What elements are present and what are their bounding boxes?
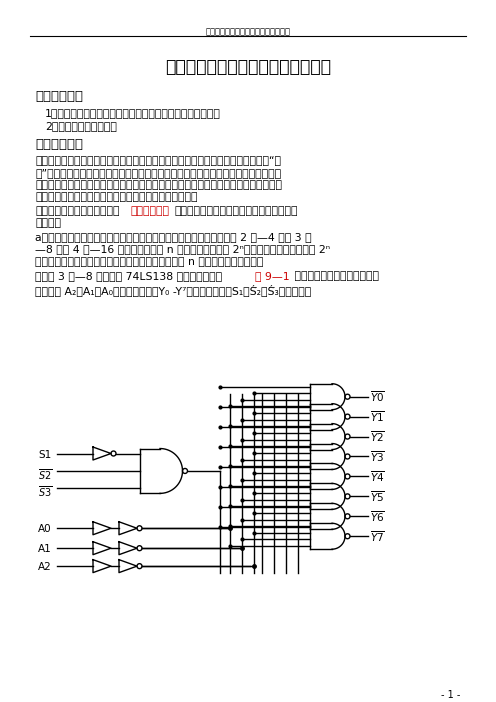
Text: 其中 A₂、A₁、A₀为地址输入端，Y₀ -Y⁷为译码输出端，S₁、Ś̅₂、Ś̅₃为使能端。: 其中 A₂、A₁、A₀为地址输入端，Y₀ -Y⁷为译码输出端，S₁、Ś̅₂、Ś̅… bbox=[35, 284, 311, 296]
Text: $\overline{Y6}$: $\overline{Y6}$ bbox=[370, 509, 385, 524]
Text: a．变量译码器（又称二进制译码器），用以表示输入变量的状态，如 2 线—4 线、 3 线: a．变量译码器（又称二进制译码器），用以表示输入变量的状态，如 2 线—4 线、… bbox=[35, 232, 311, 242]
Text: - 1 -: - 1 - bbox=[440, 690, 460, 700]
Text: A0: A0 bbox=[38, 524, 52, 534]
Text: 译码器可分为通用译码器: 译码器可分为通用译码器 bbox=[35, 206, 120, 216]
Text: 安徽建筑工业学院计算机与信息工程系: 安徽建筑工业学院计算机与信息工程系 bbox=[205, 27, 291, 36]
Text: —8 线和 4 线—16 线译码器。若有 n 个输入变量，则有 2ⁿ个不同的组合状态，就有 2ⁿ: —8 线和 4 线—16 线译码器。若有 n 个输入变量，则有 2ⁿ个不同的组合… bbox=[35, 244, 330, 254]
Text: $\overline{S2}$: $\overline{S2}$ bbox=[38, 468, 53, 482]
Text: $\overline{S3}$: $\overline{S3}$ bbox=[38, 484, 53, 499]
Text: A1: A1 bbox=[38, 544, 52, 554]
Text: $\overline{Y5}$: $\overline{Y5}$ bbox=[370, 489, 385, 504]
Text: 两大类。前者又分为变量译码器和代码变换: 两大类。前者又分为变量译码器和代码变换 bbox=[174, 206, 298, 216]
Text: $\overline{Y4}$: $\overline{Y4}$ bbox=[370, 469, 385, 484]
Text: S1: S1 bbox=[38, 449, 51, 460]
Text: 2．熟悉数码管的使用。: 2．熟悉数码管的使用。 bbox=[45, 121, 117, 131]
Text: 实验二　　译码器、编码器及其应用: 实验二 译码器、编码器及其应用 bbox=[165, 58, 331, 76]
Text: 广泛的用途，不仅用于代码的转换、终端的数字显示，还用于数据分配、存贮器寻址和: 广泛的用途，不仅用于代码的转换、终端的数字显示，还用于数据分配、存贮器寻址和 bbox=[35, 180, 282, 190]
Text: 译码器。: 译码器。 bbox=[35, 218, 61, 228]
Text: $\overline{Y7}$: $\overline{Y7}$ bbox=[370, 529, 385, 543]
Text: $\overline{Y2}$: $\overline{Y2}$ bbox=[370, 429, 385, 444]
Text: 译”，变成相应的状态，使输出通道中相应的一路有信号输出。译码器在数字系统中有: 译”，变成相应的状态，使输出通道中相应的一路有信号输出。译码器在数字系统中有 bbox=[35, 168, 281, 178]
Text: 组合控制信号等，不同的功能可选用不同种类的译码器。: 组合控制信号等，不同的功能可选用不同种类的译码器。 bbox=[35, 192, 197, 202]
Text: 图 9—1: 图 9—1 bbox=[255, 271, 289, 281]
Text: 以 3 线—8 线译码器 74LS138 为例进行分析，: 以 3 线—8 线译码器 74LS138 为例进行分析， bbox=[35, 271, 222, 281]
Text: A2: A2 bbox=[38, 562, 52, 572]
Text: 分别为其逻辑图及引脚排列。: 分别为其逻辑图及引脚排列。 bbox=[291, 271, 379, 281]
Text: $\overline{Y3}$: $\overline{Y3}$ bbox=[370, 449, 385, 464]
Text: 一、实验目的: 一、实验目的 bbox=[35, 90, 83, 102]
Text: 个输出端供其使用。而每个输出所代表的函数对应于 n 个输入变量的最小项。: 个输出端供其使用。而每个输出所代表的函数对应于 n 个输入变量的最小项。 bbox=[35, 256, 263, 267]
Text: 1．掌握中规模集成译码器、编码器的逻辑功能和使用方法。: 1．掌握中规模集成译码器、编码器的逻辑功能和使用方法。 bbox=[45, 107, 221, 118]
Text: 和专用译码器: 和专用译码器 bbox=[130, 206, 169, 216]
Text: $\overline{Y0}$: $\overline{Y0}$ bbox=[370, 390, 385, 404]
Text: 译码器是一个少输入、多输出的组合逻辑电路。它的作用是把给定的代码进行“翻: 译码器是一个少输入、多输出的组合逻辑电路。它的作用是把给定的代码进行“翻 bbox=[35, 155, 281, 166]
Text: $\overline{Y1}$: $\overline{Y1}$ bbox=[370, 409, 385, 424]
Text: 二、实验原理: 二、实验原理 bbox=[35, 138, 83, 150]
